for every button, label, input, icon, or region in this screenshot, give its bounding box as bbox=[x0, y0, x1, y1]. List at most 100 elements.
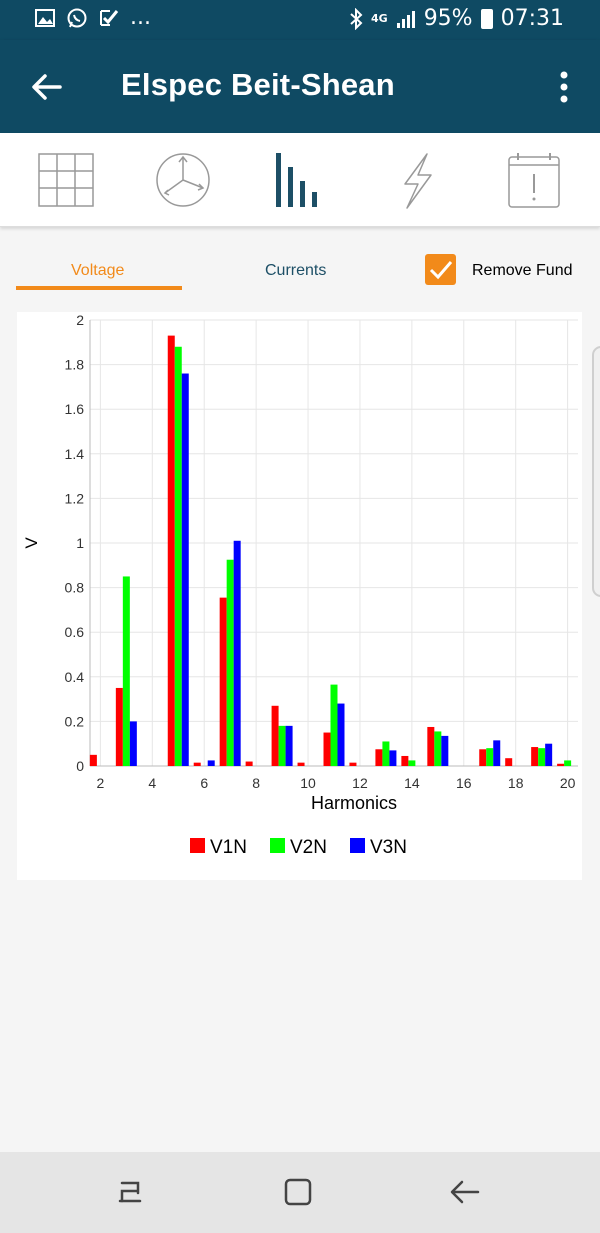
bar-v2n bbox=[174, 346, 182, 766]
bar-v1n bbox=[531, 747, 539, 766]
bar-v1n bbox=[219, 597, 227, 766]
recent-apps-icon[interactable] bbox=[110, 1172, 150, 1212]
grid-icon[interactable] bbox=[36, 151, 96, 211]
bar-v3n bbox=[129, 721, 137, 766]
bar-v2n bbox=[330, 684, 338, 766]
x-tick-label: 10 bbox=[300, 775, 316, 791]
x-tick-label: 16 bbox=[456, 775, 472, 791]
more-options-icon[interactable] bbox=[552, 70, 576, 106]
bar-v1n bbox=[557, 763, 565, 766]
bar-v3n bbox=[285, 725, 293, 766]
bar-v1n bbox=[193, 762, 201, 766]
bar-v1n bbox=[167, 335, 175, 766]
y-tick-label: 0.6 bbox=[65, 624, 85, 640]
y-tick-label: 1.6 bbox=[65, 401, 85, 417]
bar-v2n bbox=[122, 576, 130, 766]
bar-v1n bbox=[375, 749, 383, 766]
legend-swatch-v3n bbox=[350, 838, 365, 853]
harmonics-bars-icon[interactable] bbox=[270, 151, 330, 211]
legend-swatch-v1n bbox=[190, 838, 205, 853]
harmonics-chart: 0 0.2 0.4 0.6 0.8 1 1.2 1.4 1.6 1.8 2 2 4 6 8 10 12 14 16 1… bbox=[17, 312, 582, 880]
whatsapp-icon bbox=[67, 8, 87, 28]
lightning-icon[interactable] bbox=[387, 151, 447, 211]
legend-label-v2n: V2N bbox=[290, 837, 327, 858]
legend-label-v3n: V3N bbox=[370, 837, 407, 858]
bar-v1n bbox=[89, 754, 97, 766]
x-tick-label: 20 bbox=[560, 775, 576, 791]
y-tick-label: 0 bbox=[76, 758, 84, 774]
x-tick-label: 6 bbox=[200, 775, 208, 791]
x-axis-label: Harmonics bbox=[311, 793, 397, 813]
bar-v3n bbox=[493, 740, 501, 766]
bar-v3n bbox=[233, 540, 241, 766]
chart-svg: 0 0.2 0.4 0.6 0.8 1 1.2 1.4 1.6 1.8 2 2 4 6 8 10 12 14 16 1… bbox=[22, 312, 578, 858]
signal-icon bbox=[396, 10, 415, 28]
tab-bar: Voltage Currents Remove Fund bbox=[0, 242, 600, 294]
y-tick-label: 1.4 bbox=[65, 446, 85, 462]
battery-percent: 95% bbox=[423, 6, 473, 31]
phasor-icon[interactable] bbox=[153, 151, 213, 211]
bar-v2n bbox=[538, 748, 546, 766]
bar-v1n bbox=[427, 726, 435, 766]
task-check-icon bbox=[100, 10, 119, 26]
bar-v2n bbox=[226, 559, 234, 766]
bar-v1n bbox=[323, 732, 331, 766]
bar-v1n bbox=[401, 755, 409, 766]
y-tick-label: 1 bbox=[76, 535, 84, 551]
bar-v3n bbox=[207, 760, 215, 766]
remove-fund-label: Remove Fund bbox=[472, 262, 573, 279]
tab-currents[interactable]: Currents bbox=[265, 262, 327, 279]
y-tick-label: 2 bbox=[76, 312, 84, 328]
system-nav-bar bbox=[0, 1152, 600, 1233]
bar-v2n bbox=[278, 725, 286, 766]
y-tick-label: 0.2 bbox=[65, 713, 85, 729]
y-tick-label: 1.2 bbox=[65, 490, 85, 506]
y-tick-label: 0.4 bbox=[65, 669, 85, 685]
battery-icon bbox=[480, 8, 493, 29]
bar-v1n bbox=[505, 758, 513, 766]
x-tick-label: 4 bbox=[148, 775, 156, 791]
view-toolbar bbox=[0, 133, 600, 227]
bar-v2n bbox=[382, 741, 390, 766]
x-tick-label: 18 bbox=[508, 775, 524, 791]
y-tick-label: 0.8 bbox=[65, 580, 85, 596]
x-tick-label: 8 bbox=[252, 775, 260, 791]
bar-v1n bbox=[245, 761, 253, 766]
bar-v3n bbox=[181, 373, 189, 766]
tab-voltage[interactable]: Voltage bbox=[71, 262, 125, 279]
x-tick-label: 2 bbox=[96, 775, 104, 791]
y-axis-label: V bbox=[22, 537, 41, 549]
active-tab-indicator bbox=[16, 286, 182, 290]
bar-v2n bbox=[486, 748, 494, 766]
bar-v3n bbox=[441, 735, 449, 766]
y-tick-label: 1.8 bbox=[65, 357, 85, 373]
x-tick-label: 14 bbox=[404, 775, 420, 791]
page-title: Elspec Beit-Shean bbox=[121, 67, 395, 102]
legend-label-v1n: V1N bbox=[210, 837, 247, 858]
bar-v2n bbox=[434, 731, 442, 766]
bar-v3n bbox=[545, 743, 553, 766]
bar-v2n bbox=[408, 760, 416, 766]
more-notifications-text: ... bbox=[130, 5, 151, 30]
status-bar: ... 4G 95% 07:31 bbox=[0, 0, 600, 40]
bar-v1n bbox=[271, 705, 279, 766]
calendar-alert-icon[interactable] bbox=[504, 151, 564, 211]
nav-back-icon[interactable] bbox=[445, 1172, 485, 1212]
bar-v3n bbox=[337, 703, 345, 766]
bar-v1n bbox=[349, 762, 357, 766]
bluetooth-icon bbox=[350, 7, 363, 30]
legend-swatch-v2n bbox=[270, 838, 285, 853]
x-tick-label: 12 bbox=[352, 775, 368, 791]
remove-fund-checkbox[interactable] bbox=[425, 254, 456, 285]
checkmark-icon bbox=[429, 261, 453, 280]
network-type: 4G bbox=[371, 11, 388, 25]
bar-v1n bbox=[479, 749, 487, 766]
back-arrow-icon[interactable] bbox=[30, 70, 64, 104]
gallery-icon bbox=[35, 9, 55, 27]
edge-panel-handle[interactable] bbox=[592, 346, 600, 597]
home-icon[interactable] bbox=[278, 1172, 318, 1212]
bar-v1n bbox=[297, 762, 305, 766]
bar-v1n bbox=[115, 687, 123, 766]
clock: 07:31 bbox=[500, 6, 564, 31]
app-bar: Elspec Beit-Shean bbox=[0, 40, 600, 133]
